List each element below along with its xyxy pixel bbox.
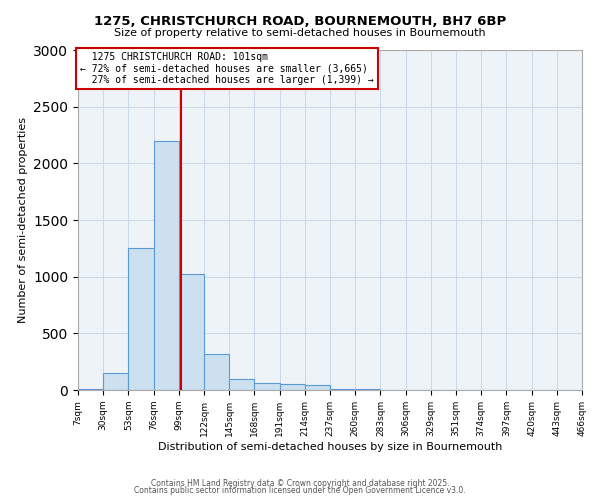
Bar — [204, 354, 229, 390]
Bar — [305, 386, 330, 390]
Bar — [179, 274, 204, 390]
Y-axis label: Number of semi-detached properties: Number of semi-detached properties — [17, 117, 28, 323]
Bar — [128, 248, 154, 390]
Text: 1275, CHRISTCHURCH ROAD, BOURNEMOUTH, BH7 6BP: 1275, CHRISTCHURCH ROAD, BOURNEMOUTH, BH… — [94, 15, 506, 28]
Bar — [154, 140, 179, 390]
Bar — [280, 384, 305, 390]
Bar — [330, 389, 355, 390]
Text: Contains HM Land Registry data © Crown copyright and database right 2025.: Contains HM Land Registry data © Crown c… — [151, 478, 449, 488]
Bar — [254, 383, 280, 390]
X-axis label: Distribution of semi-detached houses by size in Bournemouth: Distribution of semi-detached houses by … — [158, 442, 502, 452]
Text: Contains public sector information licensed under the Open Government Licence v3: Contains public sector information licen… — [134, 486, 466, 495]
Text: Size of property relative to semi-detached houses in Bournemouth: Size of property relative to semi-detach… — [114, 28, 486, 38]
Bar — [103, 373, 128, 390]
Bar — [229, 378, 254, 390]
Text: 1275 CHRISTCHURCH ROAD: 101sqm
← 72% of semi-detached houses are smaller (3,665): 1275 CHRISTCHURCH ROAD: 101sqm ← 72% of … — [80, 52, 374, 85]
Bar — [78, 389, 103, 390]
